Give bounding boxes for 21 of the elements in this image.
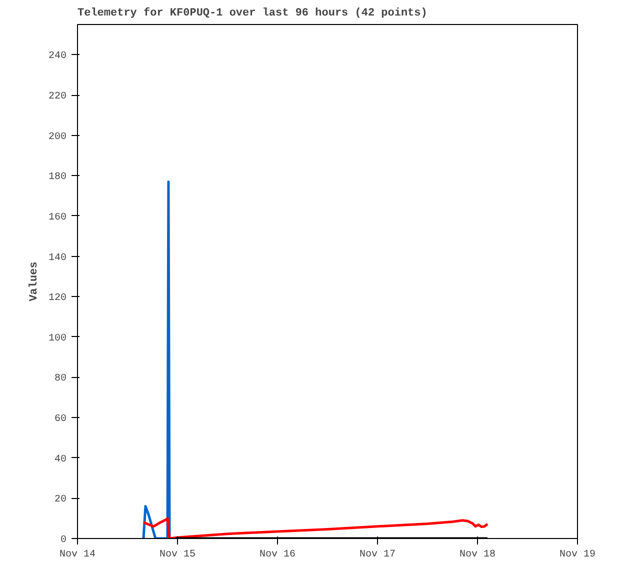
x-tick-label: Nov 16: [259, 550, 296, 560]
y-tick-label: 240: [48, 51, 67, 62]
x-tick-label: Nov 19: [559, 550, 596, 560]
y-tick-label: 0: [60, 535, 67, 546]
y-tick-label: 60: [54, 414, 67, 426]
y-tick-label: 80: [54, 374, 67, 385]
x-tick-label: Nov 15: [159, 550, 196, 560]
x-tick-label: Nov 17: [359, 550, 396, 560]
y-tick-label: 100: [48, 333, 67, 344]
x-tick-label: Nov 18: [459, 550, 496, 560]
y-tick-label: 180: [48, 172, 67, 184]
x-tick-label: Nov 14: [59, 550, 96, 560]
chart-title: Telemetry for KF0PUQ-1 over last 96 hours (42 points): [78, 6, 428, 20]
y-tick-label: 220: [48, 92, 67, 103]
y-tick-label: 160: [48, 212, 67, 224]
y-tick-label: 200: [48, 132, 67, 143]
y-tick-label: 40: [54, 454, 67, 466]
y-tick-label: 140: [48, 252, 67, 264]
y-tick-label: 120: [48, 293, 67, 304]
y-tick-label: 20: [54, 494, 67, 506]
y-axis-title: Values: [28, 262, 40, 302]
